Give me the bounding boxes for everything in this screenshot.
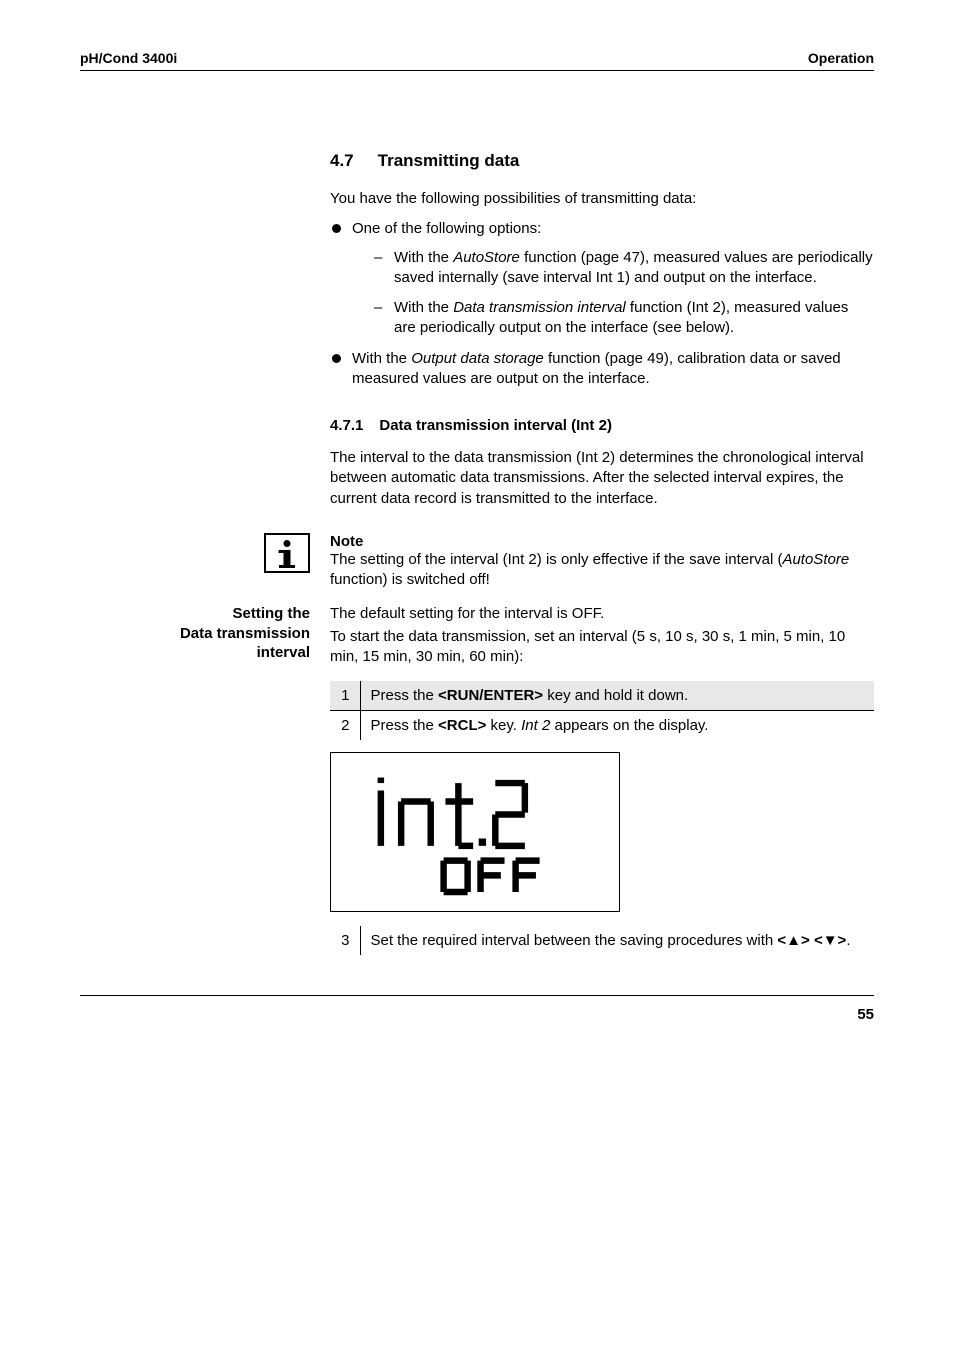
subsection-heading: 4.7.1 Data transmission interval (Int 2) <box>330 417 874 434</box>
header-right: Operation <box>808 50 874 66</box>
table-row: 3 Set the required interval between the … <box>330 926 874 955</box>
footer: 55 <box>80 995 874 1023</box>
margin-para-2: To start the data transmission, set an i… <box>330 627 874 668</box>
page-number: 55 <box>857 1006 874 1023</box>
subsection-number: 4.7.1 <box>330 417 363 434</box>
section-title: Transmitting data <box>378 151 520 170</box>
lcd-display <box>330 752 620 912</box>
bullet-list: One of the following options: With the A… <box>330 219 874 389</box>
step-text: Press the <RUN/ENTER> key and hold it do… <box>360 681 874 711</box>
step-number: 2 <box>330 711 360 741</box>
header-bar: pH/Cond 3400i Operation <box>80 50 874 71</box>
header-left: pH/Cond 3400i <box>80 50 177 66</box>
subsection-title: Data transmission interval (Int 2) <box>379 417 612 434</box>
bullet-item: One of the following options: With the A… <box>330 219 874 338</box>
table-row: 2 Press the <RCL> key. Int 2 appears on … <box>330 711 874 741</box>
section-number: 4.7 <box>330 151 354 171</box>
section-heading: 4.7 Transmitting data <box>330 151 874 171</box>
info-icon <box>264 533 310 573</box>
table-row: 1 Press the <RUN/ENTER> key and hold it … <box>330 681 874 711</box>
dash-item: With the AutoStore function (page 47), m… <box>374 248 874 289</box>
seven-segment-icon <box>355 762 595 902</box>
dash-list: With the AutoStore function (page 47), m… <box>352 248 874 339</box>
margin-para-1: The default setting for the interval is … <box>330 604 874 624</box>
subsection-text: The interval to the data transmission (I… <box>330 448 874 509</box>
intro-text: You have the following possibilities of … <box>330 189 874 209</box>
note-text: The setting of the interval (Int 2) is o… <box>330 550 874 591</box>
step-text: Press the <RCL> key. Int 2 appears on th… <box>360 711 874 741</box>
dash-item: With the Data transmission interval func… <box>374 298 874 339</box>
bullet-item: With the Output data storage function (p… <box>330 349 874 390</box>
step-text: Set the required interval between the sa… <box>360 926 874 955</box>
step-table-2: 3 Set the required interval between the … <box>330 926 874 955</box>
step-table: 1 Press the <RUN/ENTER> key and hold it … <box>330 681 874 740</box>
note-label: Note <box>330 533 874 550</box>
margin-heading: Setting the Data transmission interval <box>80 604 310 663</box>
step-number: 1 <box>330 681 360 711</box>
step-number: 3 <box>330 926 360 955</box>
